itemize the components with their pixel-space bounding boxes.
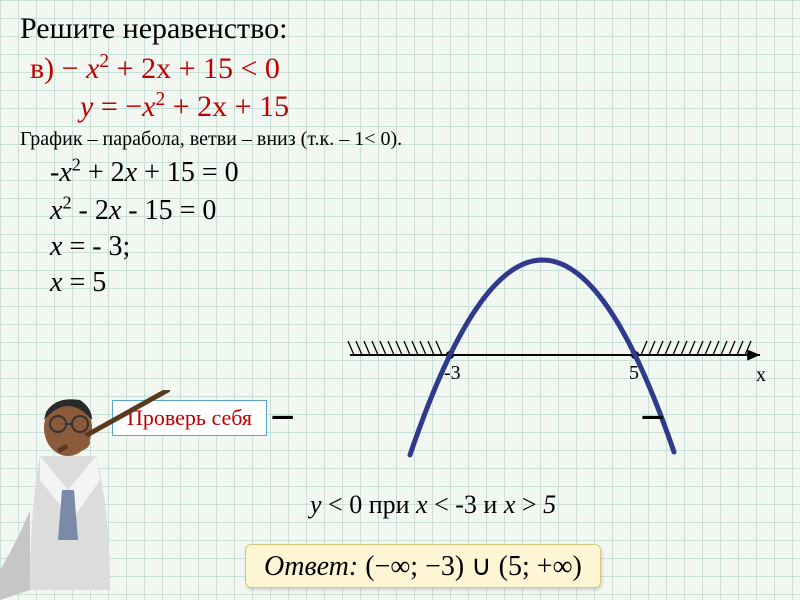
y-line: y = −x2 + 2x + 15 (80, 90, 780, 124)
problem-expr: − x2 + 2x + 15 < 0 (62, 52, 280, 85)
title: Решите неравенство: (20, 12, 780, 46)
answer-box: Ответ: (−∞; −3) ∪ (5; +∞) (245, 544, 601, 588)
equation-2: x2 - 2x - 15 = 0 (50, 195, 780, 227)
problem-line: в) − x2 + 2x + 15 < 0 (30, 52, 780, 86)
answer-value: (−∞; −3) ∪ (5; +∞) (365, 551, 582, 582)
equation-1: -x2 + 2x + 15 = 0 (50, 157, 780, 189)
description: График – парабола, ветви – вниз (т.к. – … (20, 128, 780, 151)
svg-text:х: х (756, 364, 766, 386)
minus-sign-left: − (270, 392, 295, 443)
minus-sign-right: − (640, 392, 665, 443)
answer-label: Ответ: (264, 551, 358, 582)
problem-label: в) (30, 52, 54, 85)
parabola-graph: -35х (340, 255, 780, 465)
teacher-illustration (0, 390, 170, 600)
condition-text: y < 0 при x < -3 и x > 5 (310, 490, 556, 520)
